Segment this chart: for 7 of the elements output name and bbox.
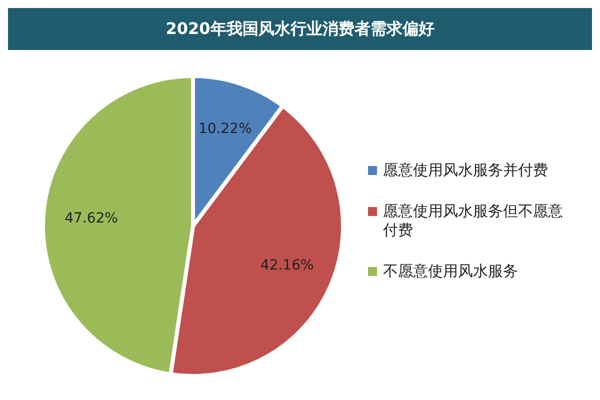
data-label: 42.16%	[260, 257, 314, 274]
legend-label: 愿意使用风水服务并付费	[383, 161, 548, 180]
data-label: 10.22%	[198, 121, 252, 138]
data-label: 47.62%	[64, 210, 118, 226]
chart-title: 2020年我国风水行业消费者需求偏好	[8, 8, 592, 50]
legend-label: 愿意使用风水服务但不愿意付费	[383, 202, 564, 240]
legend-label: 不愿意使用风水服务	[383, 262, 518, 281]
